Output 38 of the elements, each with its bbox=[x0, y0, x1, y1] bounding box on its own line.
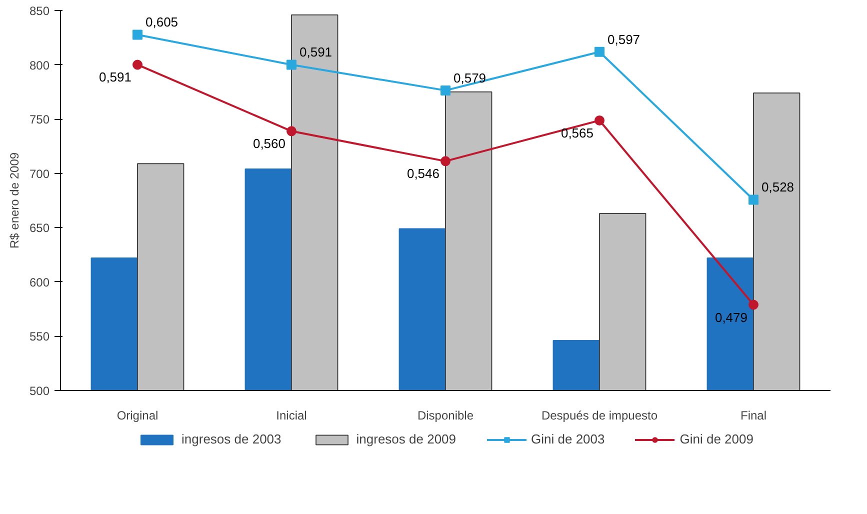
data-label: 0,528 bbox=[762, 180, 794, 195]
x-tick-label: Original bbox=[116, 408, 158, 422]
data-label: 0,605 bbox=[146, 14, 178, 30]
x-tick-label: Inicial bbox=[276, 408, 307, 422]
data-label: 0,565 bbox=[560, 125, 594, 140]
data-label: 0,591 bbox=[300, 44, 332, 60]
data-label: 0,560 bbox=[252, 136, 286, 152]
y-axis-title: R$ enero de 2009 bbox=[7, 152, 22, 249]
y-tick-label: 500 bbox=[29, 384, 50, 398]
x-tick-label: Final bbox=[740, 408, 767, 422]
data-label: 0,597 bbox=[608, 32, 640, 47]
data-label: 0,591 bbox=[98, 70, 132, 85]
x-tick-label: Disponible bbox=[417, 408, 474, 422]
y-tick-label: 750 bbox=[29, 112, 50, 127]
y-tick-label: 850 bbox=[29, 4, 50, 18]
data-label: 0,479 bbox=[714, 310, 748, 325]
point bbox=[286, 60, 296, 70]
point bbox=[440, 156, 450, 166]
legend-label: ingresos de 2003 bbox=[182, 432, 282, 446]
point bbox=[748, 300, 758, 310]
y-tick-label: 600 bbox=[29, 275, 50, 290]
y-tick-label: 700 bbox=[29, 166, 50, 181]
point bbox=[132, 60, 142, 70]
point bbox=[748, 194, 758, 205]
legend-label: ingresos de 2009 bbox=[356, 432, 456, 446]
data-label: 0,546 bbox=[406, 166, 440, 182]
x-tick-label: Después de impuesto bbox=[541, 408, 658, 422]
point bbox=[440, 85, 450, 96]
legend-label: Gini de 2003 bbox=[531, 432, 605, 446]
y-tick-label: 800 bbox=[29, 58, 50, 72]
point bbox=[286, 126, 296, 136]
legend-label: Gini de 2009 bbox=[680, 432, 754, 446]
point bbox=[594, 46, 604, 57]
y-tick-label: 650 bbox=[29, 221, 50, 236]
point bbox=[594, 115, 604, 126]
y-tick-label: 550 bbox=[29, 330, 50, 344]
data-label: 0,579 bbox=[454, 70, 486, 86]
point bbox=[132, 30, 142, 40]
